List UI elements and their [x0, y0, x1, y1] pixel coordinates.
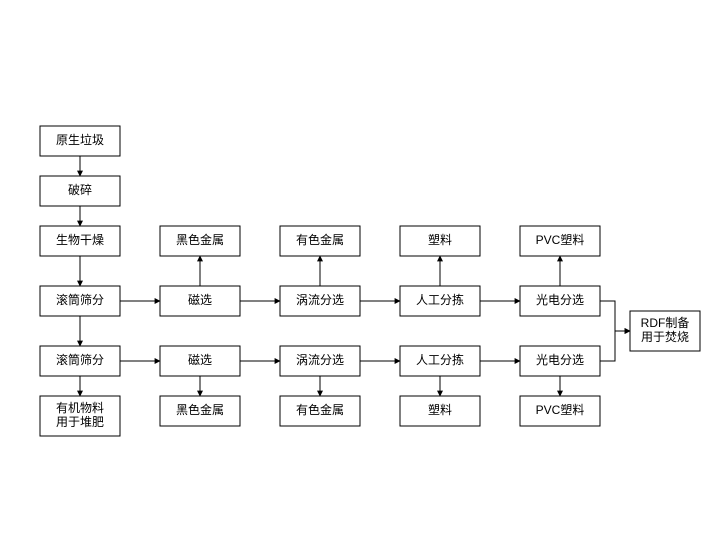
node-m1o-label: 黑色金属 — [176, 232, 224, 247]
node-e1-label: 涡流分选 — [296, 293, 344, 307]
node-m2: 磁选 — [160, 346, 240, 376]
node-n5-label: 滚筒筛分 — [56, 352, 104, 367]
node-e2: 涡流分选 — [280, 346, 360, 376]
node-p1o: 塑料 — [400, 226, 480, 256]
node-o1: 光电分选 — [520, 286, 600, 316]
node-p2o-label: 塑料 — [428, 402, 452, 417]
node-n1: 原生垃圾 — [40, 126, 120, 156]
node-rdf: RDF制备用于焚烧 — [630, 311, 700, 351]
node-n4: 滚筒筛分 — [40, 286, 120, 316]
node-n4-label: 滚筒筛分 — [56, 292, 104, 307]
node-n1-label: 原生垃圾 — [56, 132, 104, 147]
node-m2o: 黑色金属 — [160, 396, 240, 426]
node-e1: 涡流分选 — [280, 286, 360, 316]
node-p2o: 塑料 — [400, 396, 480, 426]
node-m2-label: 磁选 — [188, 352, 212, 367]
node-m1o: 黑色金属 — [160, 226, 240, 256]
node-p2-label: 人工分拣 — [416, 352, 464, 367]
node-n2: 破碎 — [40, 176, 120, 206]
node-o2o: PVC塑料 — [520, 396, 600, 426]
node-e2o-label: 有色金属 — [296, 402, 344, 417]
node-o1o: PVC塑料 — [520, 226, 600, 256]
node-n2-label: 破碎 — [68, 182, 92, 197]
node-n6-label: 有机物料 — [56, 401, 104, 415]
node-o1o-label: PVC塑料 — [536, 232, 585, 247]
node-n3-label: 生物干燥 — [56, 233, 104, 247]
node-n6: 有机物料用于堆肥 — [40, 396, 120, 436]
node-m1: 磁选 — [160, 286, 240, 316]
node-n5: 滚筒筛分 — [40, 346, 120, 376]
node-o1-label: 光电分选 — [536, 293, 584, 307]
node-p1-label: 人工分拣 — [416, 292, 464, 307]
edge-o2-rdf — [600, 331, 630, 361]
node-p1: 人工分拣 — [400, 286, 480, 316]
node-n3: 生物干燥 — [40, 226, 120, 256]
edge-o1-rdf — [600, 301, 630, 331]
node-rdf-label: 用于焚烧 — [641, 330, 689, 344]
node-e2-label: 涡流分选 — [296, 353, 344, 367]
node-m1-label: 磁选 — [188, 292, 212, 307]
flowchart-canvas: 原生垃圾破碎生物干燥滚筒筛分滚筒筛分有机物料用于堆肥磁选黑色金属磁选黑色金属涡流… — [0, 0, 720, 540]
node-e1o-label: 有色金属 — [296, 232, 344, 247]
node-o2-label: 光电分选 — [536, 353, 584, 367]
node-p1o-label: 塑料 — [428, 232, 452, 247]
node-e1o: 有色金属 — [280, 226, 360, 256]
node-n6-label: 用于堆肥 — [56, 415, 104, 429]
node-e2o: 有色金属 — [280, 396, 360, 426]
node-o2: 光电分选 — [520, 346, 600, 376]
node-m2o-label: 黑色金属 — [176, 402, 224, 417]
node-p2: 人工分拣 — [400, 346, 480, 376]
node-rdf-label: RDF制备 — [641, 316, 690, 330]
node-o2o-label: PVC塑料 — [536, 402, 585, 417]
